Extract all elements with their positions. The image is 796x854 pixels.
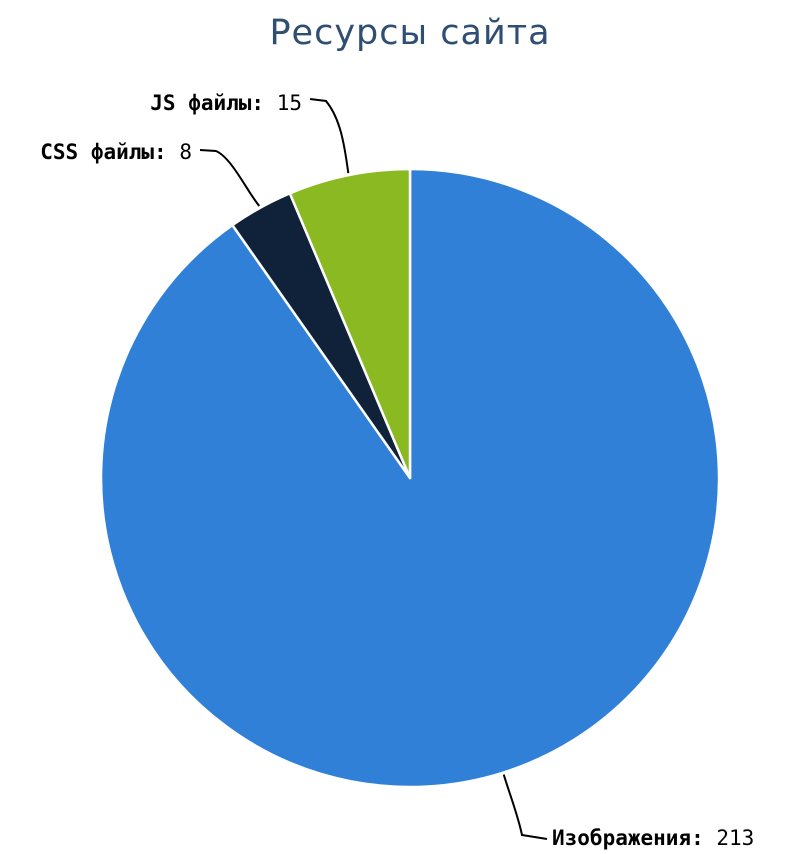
slice-2-wedge [288, 167, 412, 480]
slice-1-label: CSS файлы: 8 [40, 140, 192, 164]
data-labels: Изображения: 213 CSS файлы: 8 JS файлы: 15 [40, 91, 754, 850]
pie-slices [99, 167, 721, 789]
chart-title: Ресурсы сайта [269, 13, 550, 53]
slice-0-label-value: 213 [716, 826, 754, 850]
slice-0-label: Изображения: 213 [552, 826, 754, 850]
slice-2-label-name: JS файлы: [150, 91, 276, 115]
slice-2-connector [309, 98, 350, 174]
slice-1-label-name: CSS файлы: [40, 140, 179, 164]
label-connectors [199, 98, 548, 840]
slice-2-label-value: 15 [277, 91, 302, 115]
slice-1-connector [199, 149, 261, 207]
slice-0-label-name: Изображения: [552, 826, 716, 850]
slice-2-label: JS файлы: 15 [150, 91, 302, 115]
slice-0-connector [502, 774, 548, 840]
slice-1-label-value: 8 [179, 140, 192, 164]
